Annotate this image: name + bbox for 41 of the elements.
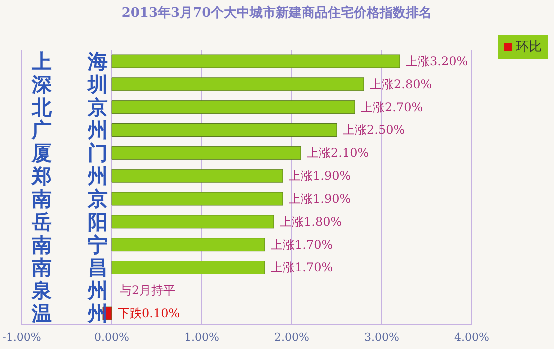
data-label: 上涨1.90% (289, 169, 352, 184)
bar (112, 261, 266, 274)
data-label: 上涨2.50% (343, 123, 406, 138)
bar (112, 192, 284, 206)
bar (112, 100, 356, 114)
category-label: 广州 (32, 118, 108, 142)
x-tick-label: 0.00% (94, 330, 130, 344)
category-label: 南京 (32, 186, 108, 211)
category-label: 南宁 (32, 232, 108, 257)
chart-title: 2013年3月70个大中城市新建商品住宅价格指数排名 (120, 4, 434, 22)
data-label: 上涨1.80% (280, 214, 342, 229)
bar (112, 215, 274, 229)
bar (112, 238, 266, 252)
x-tick-label: 3.00% (364, 330, 400, 344)
bar (112, 169, 284, 183)
category-label: 厦门 (32, 141, 108, 166)
data-label: 上涨1.90% (289, 192, 352, 206)
category-label: 岳阳 (32, 210, 108, 234)
category-label: 北京 (32, 95, 108, 120)
data-label: 上涨2.80% (370, 77, 432, 92)
bar (112, 146, 302, 160)
category-label: 泉州 (32, 278, 108, 303)
category-label: 郑州 (32, 164, 108, 188)
category-label: 南昌 (32, 256, 108, 280)
bar (112, 78, 364, 92)
x-tick-label: 4.00% (454, 330, 490, 344)
bar (112, 124, 338, 137)
data-label: 上涨2.10% (307, 146, 370, 160)
bar (112, 54, 400, 68)
x-tick-label: 1.00% (184, 330, 220, 344)
x-tick-label: 2.00% (274, 330, 310, 344)
data-label: 上涨1.70% (271, 260, 334, 275)
data-label: 上涨3.20% (406, 54, 468, 68)
data-label: 与2月持平 (120, 284, 176, 298)
data-label: 上涨2.70% (361, 100, 424, 114)
data-label: 上涨1.70% (271, 238, 334, 252)
data-label: 下跌0.10% (118, 306, 180, 321)
category-label: 深圳 (32, 72, 108, 96)
category-label: 上海 (32, 49, 108, 74)
x-tick-label: -1.00% (2, 330, 42, 344)
legend-label: 环比 (516, 39, 542, 56)
